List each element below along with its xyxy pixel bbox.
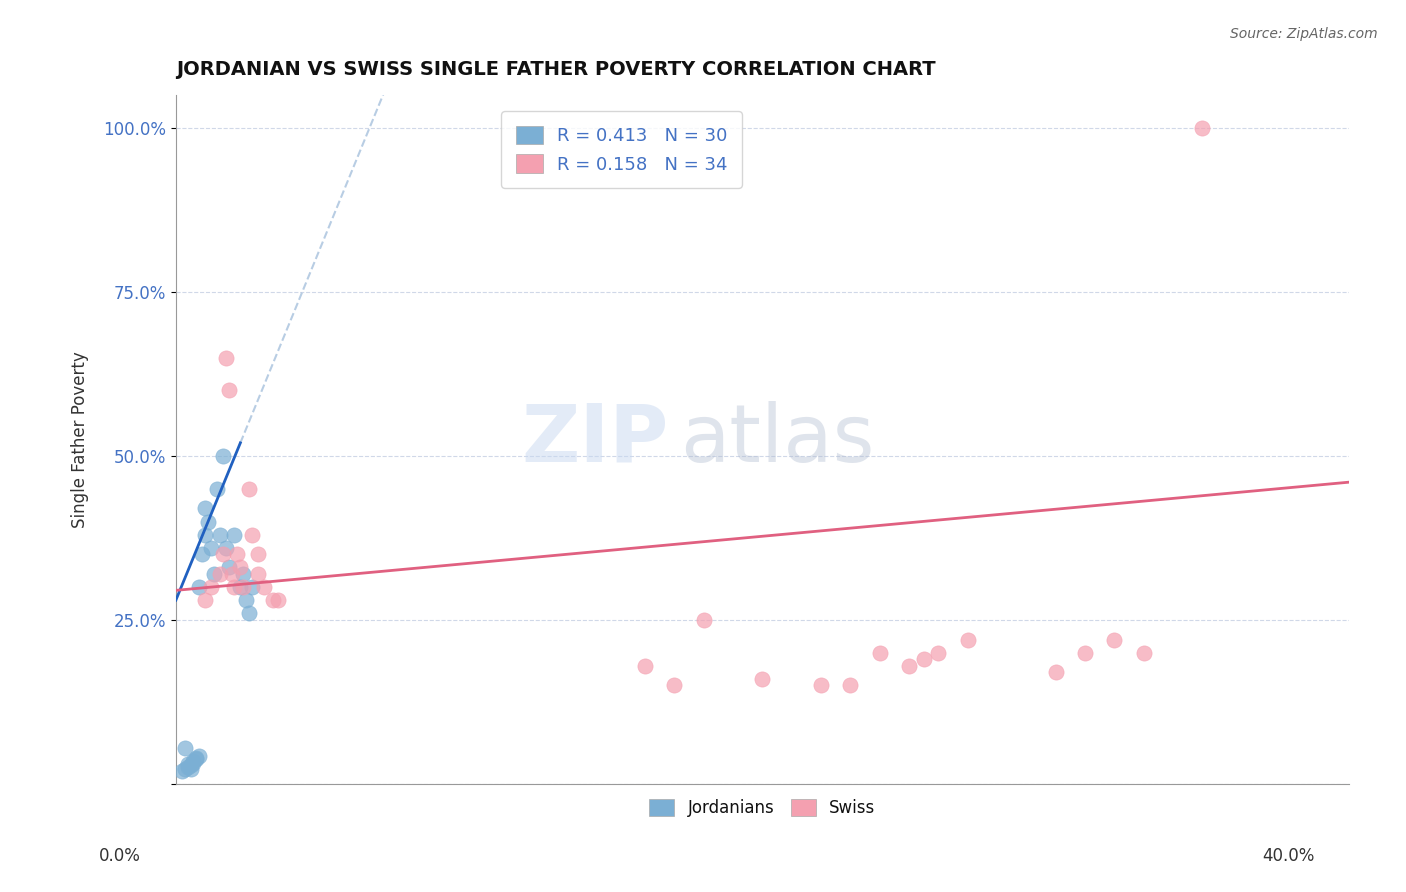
- Point: [194, 593, 217, 607]
- Text: Source: ZipAtlas.com: Source: ZipAtlas.com: [1230, 27, 1378, 41]
- Point: [215, 351, 238, 365]
- Point: [956, 632, 979, 647]
- Legend: Jordanians, Swiss: Jordanians, Swiss: [643, 792, 882, 823]
- Point: [180, 758, 202, 772]
- Point: [238, 482, 260, 496]
- Point: [221, 566, 243, 581]
- Point: [869, 646, 891, 660]
- Point: [200, 541, 222, 555]
- Point: [173, 740, 195, 755]
- Point: [897, 658, 920, 673]
- Point: [186, 752, 208, 766]
- Point: [176, 760, 198, 774]
- Point: [176, 757, 198, 772]
- Point: [246, 566, 269, 581]
- Text: 0.0%: 0.0%: [98, 847, 141, 865]
- Point: [218, 560, 240, 574]
- Point: [235, 593, 257, 607]
- Point: [246, 547, 269, 561]
- Point: [912, 652, 935, 666]
- Point: [229, 580, 252, 594]
- Point: [634, 658, 657, 673]
- Point: [1132, 646, 1154, 660]
- Point: [692, 613, 714, 627]
- Point: [180, 762, 202, 776]
- Point: [229, 560, 252, 574]
- Point: [208, 527, 231, 541]
- Point: [1102, 632, 1125, 647]
- Point: [810, 678, 832, 692]
- Point: [191, 547, 214, 561]
- Point: [262, 593, 284, 607]
- Point: [218, 384, 240, 398]
- Point: [927, 646, 949, 660]
- Text: JORDANIAN VS SWISS SINGLE FATHER POVERTY CORRELATION CHART: JORDANIAN VS SWISS SINGLE FATHER POVERTY…: [176, 60, 935, 78]
- Point: [226, 547, 249, 561]
- Text: atlas: atlas: [681, 401, 875, 479]
- Point: [211, 547, 233, 561]
- Point: [194, 527, 217, 541]
- Point: [202, 566, 225, 581]
- Point: [1191, 121, 1213, 136]
- Point: [240, 527, 263, 541]
- Point: [664, 678, 686, 692]
- Point: [232, 580, 254, 594]
- Point: [215, 541, 238, 555]
- Point: [208, 566, 231, 581]
- Point: [188, 580, 211, 594]
- Point: [1045, 665, 1067, 680]
- Point: [197, 515, 219, 529]
- Point: [205, 482, 228, 496]
- Y-axis label: Single Father Poverty: Single Father Poverty: [72, 351, 89, 528]
- Point: [224, 527, 246, 541]
- Point: [238, 607, 260, 621]
- Point: [186, 750, 208, 764]
- Text: 40.0%: 40.0%: [1263, 847, 1315, 865]
- Point: [224, 580, 246, 594]
- Point: [267, 593, 290, 607]
- Point: [200, 580, 222, 594]
- Text: ZIP: ZIP: [522, 401, 668, 479]
- Point: [751, 672, 773, 686]
- Point: [253, 580, 276, 594]
- Point: [173, 762, 195, 776]
- Point: [194, 501, 217, 516]
- Point: [183, 754, 205, 768]
- Point: [211, 449, 233, 463]
- Point: [183, 756, 205, 770]
- Point: [1074, 646, 1097, 660]
- Point: [232, 566, 254, 581]
- Point: [240, 580, 263, 594]
- Point: [839, 678, 862, 692]
- Point: [170, 764, 193, 778]
- Point: [188, 749, 211, 764]
